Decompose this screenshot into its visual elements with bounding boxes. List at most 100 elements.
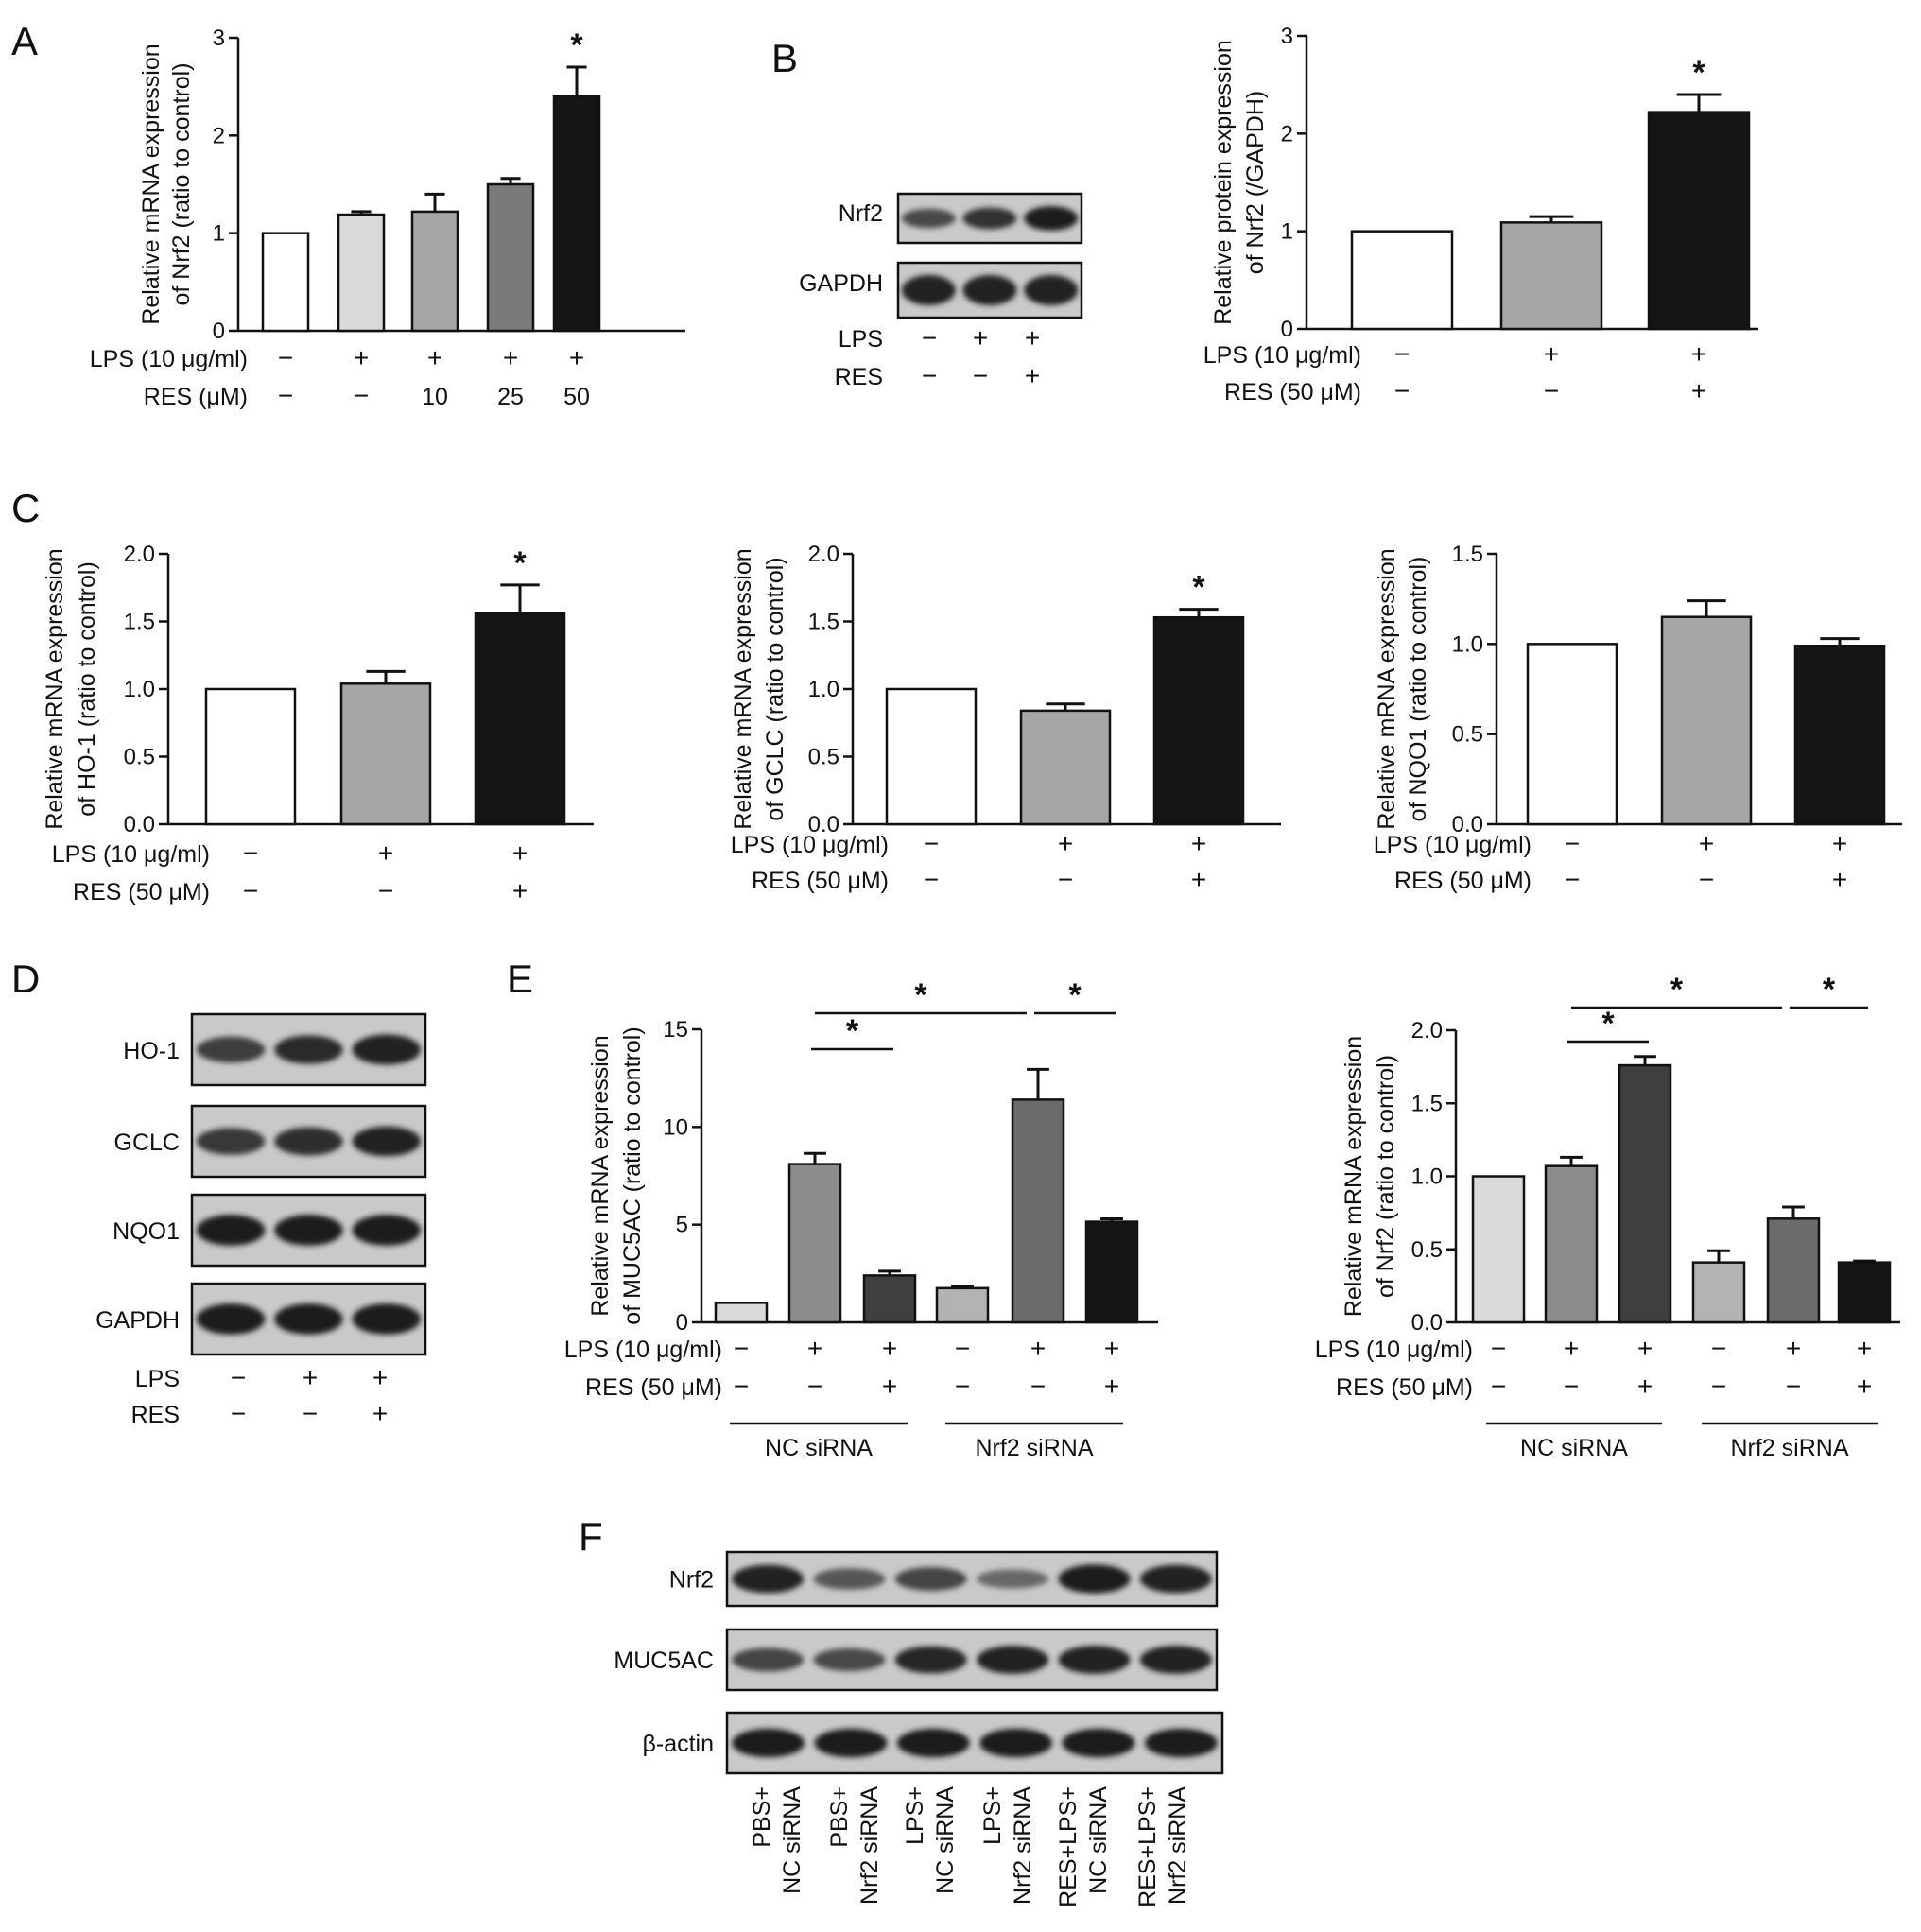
blot-band	[274, 1127, 343, 1156]
blot-condition-value: −	[973, 361, 988, 390]
blot-f-2	[725, 1711, 1224, 1775]
condition-value: +	[569, 343, 584, 372]
significance-star: *	[1601, 1006, 1615, 1042]
blot-condition-value: +	[372, 1399, 388, 1428]
blot-band	[732, 1647, 805, 1672]
blot-d-3	[190, 1282, 427, 1356]
y-tick-label: 3	[213, 26, 225, 51]
y-tick-label: 2	[213, 123, 225, 148]
condition-value: −	[278, 381, 293, 410]
bar-4	[552, 95, 601, 333]
bar-2	[474, 612, 566, 826]
blot-protein-label: Nrf2	[839, 200, 883, 227]
condition-value: 50	[563, 384, 590, 410]
chart-a: 0 1 2 3 Relative mRNA expression of Nrf2 (rat…	[90, 26, 685, 410]
condition-value: +	[882, 1371, 897, 1401]
condition-value: +	[1058, 829, 1073, 858]
condition-value: +	[354, 343, 369, 372]
blot-band	[1024, 275, 1079, 305]
condition-value: −	[955, 1371, 970, 1401]
y-tick-label: 1.0	[808, 677, 839, 702]
condition-label: RES (50 μM)	[73, 879, 210, 906]
bar-2	[410, 210, 459, 333]
y-tick-label: 0.5	[1411, 1237, 1443, 1263]
blot-band	[1058, 1564, 1131, 1594]
y-tick-label: 0.5	[1452, 722, 1483, 748]
condition-value: +	[1786, 1334, 1801, 1363]
condition-value: +	[378, 838, 393, 868]
bar-1	[1544, 1164, 1599, 1324]
condition-label: LPS (10 μg/ml)	[564, 1337, 722, 1363]
blot-condition-label: LPS	[839, 326, 883, 353]
group-label: NC siRNA	[765, 1435, 873, 1461]
blot-lane-label: LPS+	[902, 1786, 928, 1845]
y-axis-label: Relative mRNA expression	[138, 43, 164, 324]
condition-value: −	[955, 1334, 970, 1363]
blot-band	[977, 1569, 1049, 1589]
condition-value: +	[1637, 1371, 1653, 1401]
condition-value: +	[1691, 376, 1706, 405]
bar-5	[1837, 1261, 1892, 1324]
blot-band	[196, 1303, 266, 1335]
blot-band	[896, 1728, 970, 1758]
bar-0	[1471, 1175, 1526, 1324]
y-tick-label: 0	[676, 1310, 688, 1336]
blot-band	[352, 1126, 422, 1157]
condition-value: −	[1565, 865, 1580, 894]
group-label: NC siRNA	[1520, 1435, 1628, 1461]
blot-condition-label: RES	[131, 1402, 180, 1428]
blot-f-0	[725, 1550, 1219, 1608]
condition-label: RES (50 μM)	[1224, 379, 1361, 405]
blot-band	[1058, 1646, 1131, 1674]
condition-value: +	[1832, 829, 1847, 858]
blot-band	[901, 275, 956, 305]
blot-condition-value: +	[1025, 361, 1040, 390]
condition-value: −	[378, 876, 393, 906]
condition-value: −	[1544, 376, 1559, 405]
y-tick-label: 10	[663, 1114, 688, 1140]
bar-1	[787, 1163, 842, 1324]
blot-band	[962, 207, 1017, 230]
blot-band	[196, 1215, 266, 1246]
blot-band	[732, 1564, 805, 1594]
condition-value: −	[1564, 1371, 1579, 1401]
condition-label: LPS (10 μg/ml)	[52, 841, 210, 868]
condition-value: −	[354, 381, 369, 410]
blot-condition-value: −	[231, 1399, 246, 1428]
blot-band	[1062, 1728, 1135, 1758]
blot-b-gapdh	[896, 261, 1083, 319]
chart-e1: 0 5 10 15 Relative mRNA expression of MUC5AC …	[564, 977, 1158, 1461]
bar-1	[1019, 709, 1112, 826]
blot-membrane	[725, 1628, 1219, 1692]
blot-band	[732, 1728, 805, 1758]
bar-4	[1011, 1098, 1065, 1324]
blot-band	[352, 1215, 422, 1246]
bar-2	[1152, 615, 1245, 826]
y-tick-label: 0.0	[1411, 1310, 1443, 1336]
y-axis-label: of NQO1 (ratio to control)	[1405, 557, 1431, 822]
panel-label-f: F	[579, 1514, 603, 1559]
y-tick-label: 1	[1281, 219, 1293, 245]
blot-band	[894, 1567, 967, 1591]
y-tick-label: 1.0	[124, 677, 155, 702]
condition-value: −	[1711, 1371, 1726, 1401]
blot-band	[274, 1035, 343, 1064]
blot-protein-label: GAPDH	[95, 1307, 180, 1334]
y-tick-label: 2.0	[124, 542, 155, 567]
blot-protein-label: GCLC	[114, 1130, 180, 1156]
blot-d-1	[190, 1104, 427, 1179]
chart-c3: 0.0 0.5 1.0 1.5 Relative mRNA expression of N…	[1374, 542, 1902, 894]
condition-label: RES (μM)	[144, 384, 248, 410]
condition-value: +	[1544, 339, 1559, 369]
condition-value: +	[1030, 1334, 1046, 1363]
blot-lane-label: Nrf2 siRNA	[857, 1786, 883, 1905]
y-tick-label: 1.5	[1452, 542, 1483, 567]
condition-value: 25	[497, 384, 524, 410]
blot-lane-label: LPS+	[979, 1786, 1006, 1845]
condition-value: +	[1104, 1371, 1119, 1401]
condition-value: −	[1711, 1334, 1726, 1363]
significance-star: *	[1192, 570, 1205, 606]
condition-value: +	[1104, 1334, 1119, 1363]
significance-star: *	[1823, 972, 1836, 1008]
bar-0	[1350, 230, 1454, 331]
